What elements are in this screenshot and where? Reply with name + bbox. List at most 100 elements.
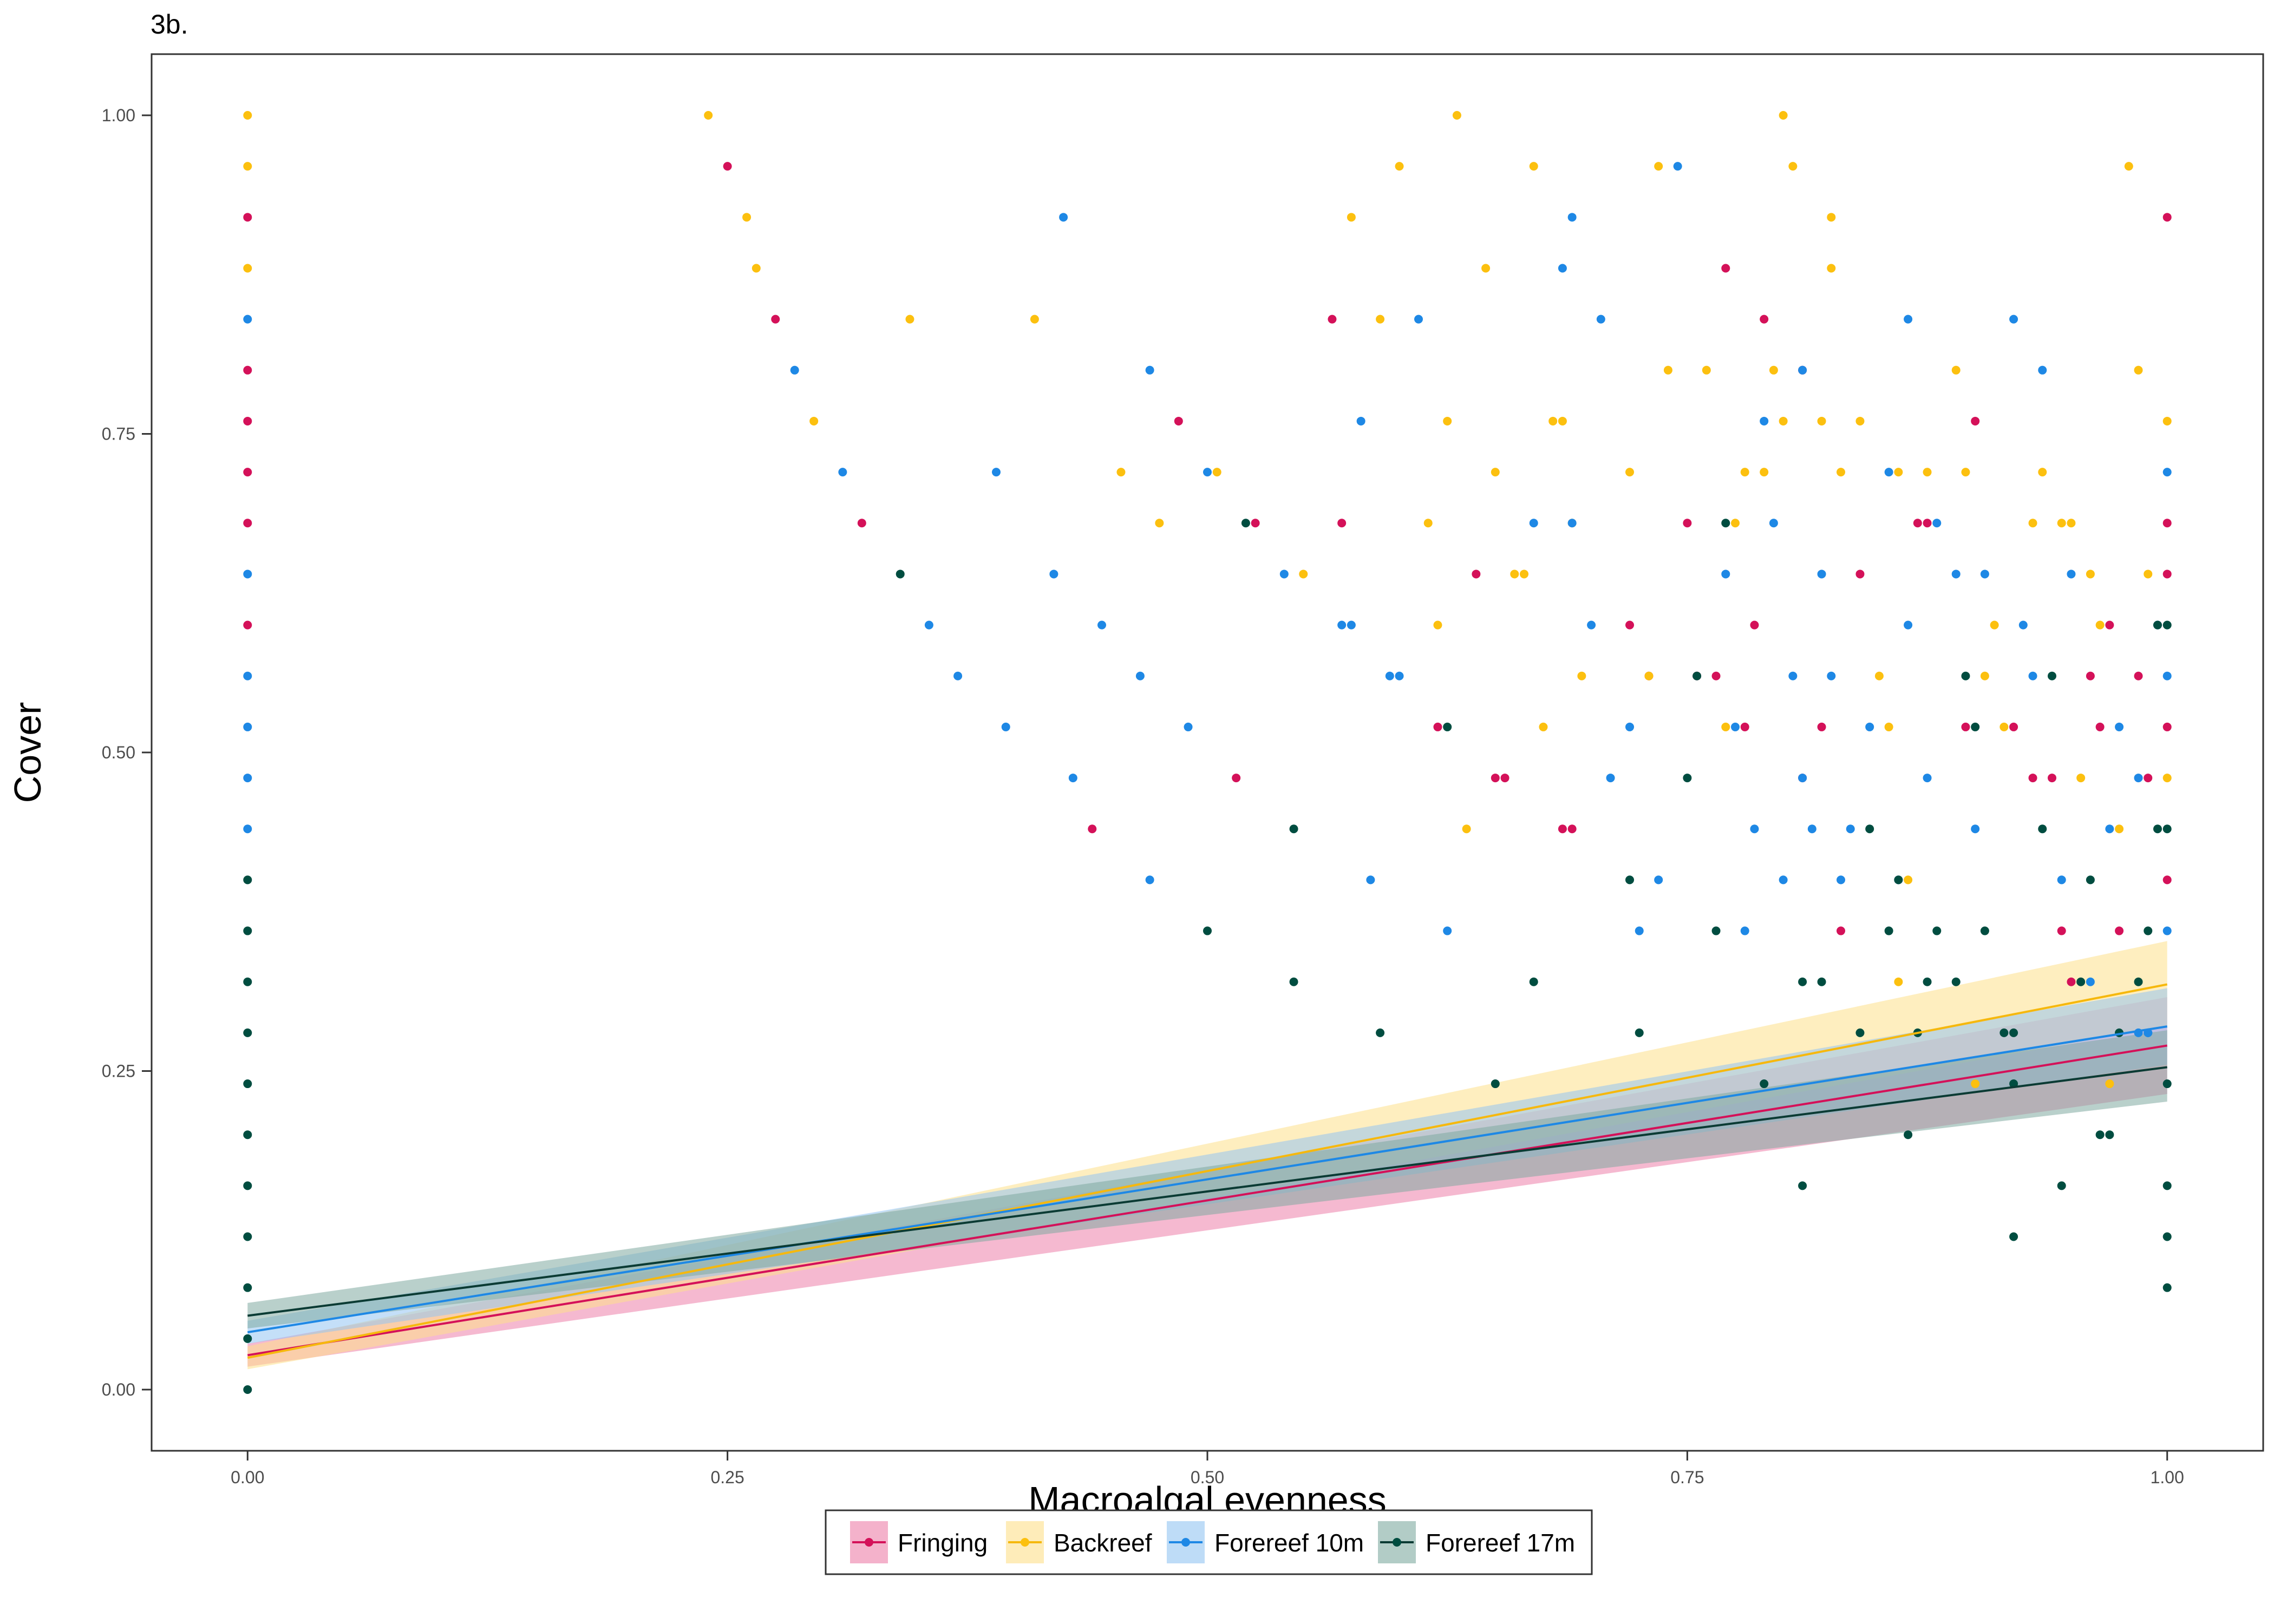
point-backreef bbox=[1731, 519, 1740, 528]
fit-line-forereef-10m bbox=[247, 1025, 2168, 1334]
point-forereef-10m bbox=[1798, 774, 1807, 783]
point-backreef bbox=[1779, 416, 1788, 425]
legend-key-point bbox=[1181, 1538, 1190, 1547]
point-forereef-10m bbox=[1145, 875, 1154, 885]
legend-label-forereef-17m: Forereef 17m bbox=[1426, 1529, 1575, 1557]
point-forereef-10m bbox=[2009, 315, 2018, 324]
point-backreef bbox=[1990, 620, 1999, 630]
point-fringing bbox=[2095, 722, 2105, 731]
point-forereef-10m bbox=[1760, 416, 1769, 425]
point-forereef-10m bbox=[1750, 824, 1759, 834]
point-fringing bbox=[1433, 722, 1442, 731]
x-tick-label: 1.00 bbox=[2151, 1468, 2184, 1487]
point-backreef bbox=[742, 213, 752, 222]
point-backreef bbox=[1452, 110, 1461, 120]
point-forereef-10m bbox=[1337, 620, 1347, 630]
point-backreef bbox=[1462, 824, 1471, 834]
point-fringing bbox=[2048, 774, 2056, 783]
point-forereef-10m bbox=[1567, 213, 1577, 222]
point-fringing bbox=[1625, 620, 1634, 630]
point-forereef-10m bbox=[1558, 264, 1567, 273]
point-fringing bbox=[243, 468, 252, 477]
point-forereef-17m bbox=[2134, 977, 2143, 986]
point-forereef-10m bbox=[1366, 875, 1375, 885]
point-forereef-17m bbox=[1932, 926, 1942, 935]
point-forereef-10m bbox=[2028, 671, 2037, 680]
x-tick-label: 0.50 bbox=[1191, 1468, 1224, 1487]
point-fringing bbox=[243, 213, 252, 222]
point-forereef-17m bbox=[2162, 620, 2172, 630]
point-forereef-10m bbox=[838, 468, 847, 477]
point-forereef-10m bbox=[1827, 671, 1836, 680]
point-forereef-17m bbox=[1798, 977, 1807, 986]
point-backreef bbox=[2076, 774, 2086, 783]
point-forereef-10m bbox=[1135, 671, 1145, 680]
point-fringing bbox=[2067, 977, 2076, 986]
point-forereef-10m bbox=[1279, 569, 1289, 579]
point-forereef-17m bbox=[1884, 926, 1893, 935]
y-axis-label: Cover bbox=[6, 702, 49, 803]
point-backreef bbox=[1577, 671, 1586, 680]
x-tick-label: 0.75 bbox=[1670, 1468, 1704, 1487]
point-fringing bbox=[2162, 519, 2172, 528]
point-forereef-17m bbox=[1798, 1181, 1807, 1190]
point-forereef-17m bbox=[2144, 926, 2153, 935]
point-backreef bbox=[1510, 569, 1519, 579]
point-forereef-10m bbox=[1059, 213, 1068, 222]
point-backreef bbox=[1884, 722, 1893, 731]
point-backreef bbox=[2162, 416, 2172, 425]
point-forereef-17m bbox=[243, 1385, 252, 1394]
point-backreef bbox=[2057, 519, 2066, 528]
point-forereef-17m bbox=[1443, 722, 1452, 731]
point-backreef bbox=[243, 110, 252, 120]
point-fringing bbox=[243, 365, 252, 375]
point-backreef bbox=[1155, 519, 1164, 528]
point-backreef bbox=[2095, 620, 2105, 630]
point-fringing bbox=[2028, 774, 2037, 783]
legend-key-point bbox=[1021, 1538, 1029, 1547]
point-forereef-10m bbox=[1184, 722, 1193, 731]
point-backreef bbox=[2162, 774, 2172, 783]
point-backreef bbox=[1520, 569, 1528, 579]
point-fringing bbox=[1328, 315, 1337, 324]
point-backreef bbox=[704, 110, 713, 120]
point-fringing bbox=[1711, 671, 1721, 680]
point-forereef-10m bbox=[1567, 519, 1577, 528]
point-backreef bbox=[1740, 468, 1749, 477]
point-forereef-17m bbox=[243, 1079, 252, 1089]
fit-lines bbox=[247, 983, 2168, 1359]
point-fringing bbox=[2115, 926, 2124, 935]
point-forereef-17m bbox=[2095, 1130, 2105, 1140]
point-backreef bbox=[1951, 365, 1961, 375]
point-forereef-10m bbox=[1740, 926, 1749, 935]
point-fringing bbox=[1750, 620, 1759, 630]
point-backreef bbox=[1558, 416, 1567, 425]
point-forereef-10m bbox=[1721, 569, 1730, 579]
point-forereef-17m bbox=[2009, 1232, 2018, 1241]
y-axis: 0.00 0.25 0.50 0.75 1.00 bbox=[102, 106, 152, 1399]
point-forereef-10m bbox=[2086, 977, 2095, 986]
point-forereef-17m bbox=[1289, 977, 1298, 986]
point-fringing bbox=[1251, 519, 1260, 528]
panel-label: 3b. bbox=[151, 9, 188, 40]
point-fringing bbox=[771, 315, 780, 324]
point-forereef-17m bbox=[2162, 1232, 2172, 1241]
point-forereef-10m bbox=[1807, 824, 1816, 834]
point-forereef-10m bbox=[1347, 620, 1356, 630]
point-backreef bbox=[1779, 110, 1788, 120]
legend-label-forereef-10m: Forereef 10m bbox=[1214, 1529, 1364, 1557]
point-forereef-17m bbox=[243, 1283, 252, 1292]
point-backreef bbox=[1539, 722, 1548, 731]
point-backreef bbox=[1548, 416, 1558, 425]
point-forereef-10m bbox=[1846, 824, 1855, 834]
point-backreef bbox=[1769, 365, 1778, 375]
point-backreef bbox=[1904, 875, 1913, 885]
point-backreef bbox=[1529, 162, 1538, 171]
y-tick-label: 0.00 bbox=[102, 1380, 135, 1399]
point-forereef-10m bbox=[1529, 519, 1538, 528]
point-backreef bbox=[1116, 468, 1126, 477]
point-forereef-10m bbox=[1971, 824, 1980, 834]
point-backreef bbox=[1491, 468, 1500, 477]
point-backreef bbox=[243, 264, 252, 273]
point-fringing bbox=[1760, 315, 1769, 324]
